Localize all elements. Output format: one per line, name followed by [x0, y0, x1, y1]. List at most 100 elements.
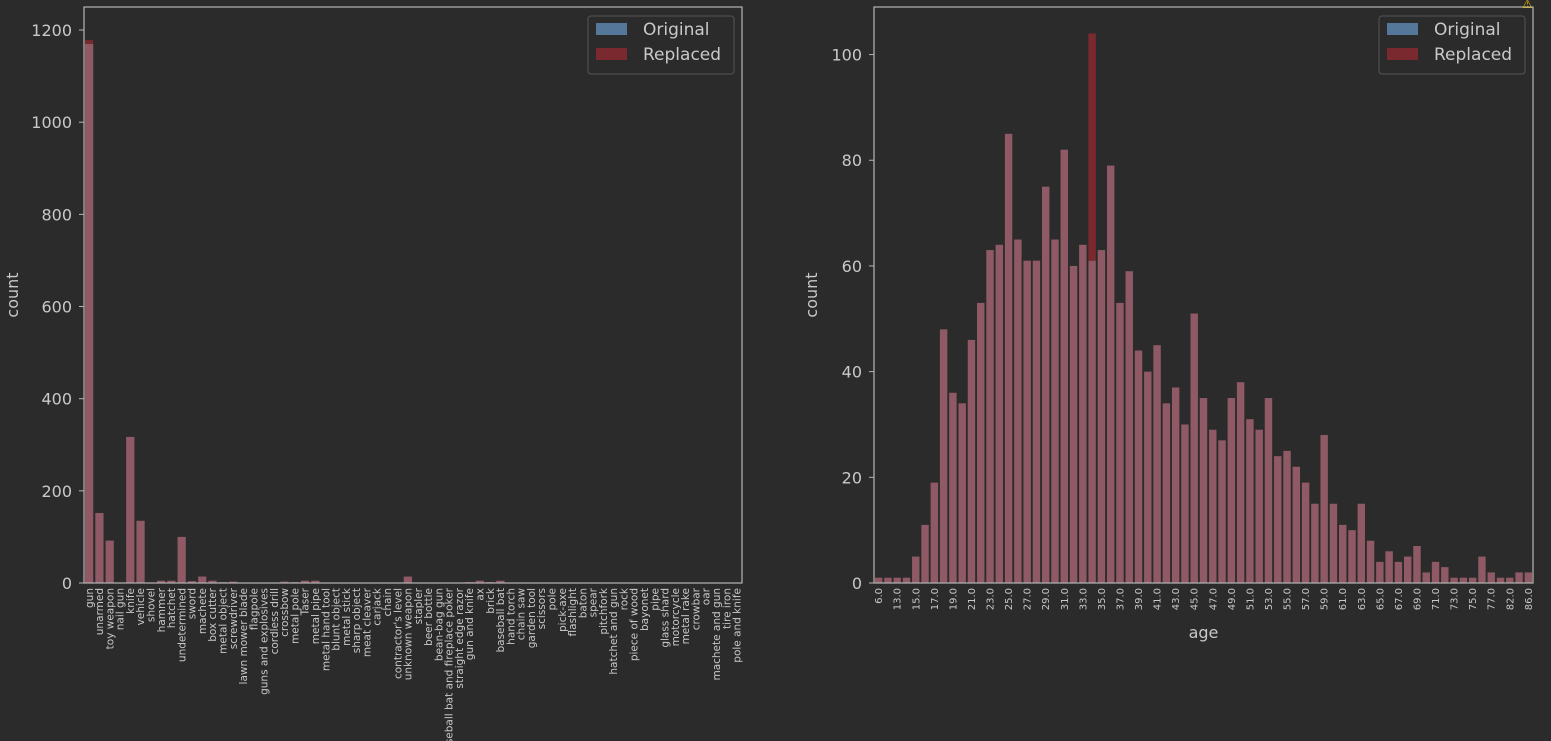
x-tick-label: 77.0 — [1487, 588, 1498, 610]
bar — [884, 577, 892, 583]
bar — [198, 576, 207, 583]
x-tick-label: pole and knife — [732, 588, 744, 663]
warning-triangle-icon[interactable]: ⚠ — [1522, 0, 1533, 11]
bar — [85, 43, 94, 583]
bar — [1283, 450, 1291, 583]
x-tick-label: beer bottle — [423, 588, 435, 646]
x-tick-label: 29.0 — [1041, 588, 1052, 610]
x-tick-label: straight edge razor — [454, 587, 466, 688]
bar — [1292, 466, 1301, 583]
legend-label: Replaced — [1434, 45, 1512, 65]
x-tick-label: 19.0 — [948, 588, 959, 610]
bar — [1023, 260, 1031, 583]
bar — [1394, 561, 1403, 583]
x-tick-label: 13.0 — [893, 588, 904, 610]
x-tick-label: blunt object — [331, 588, 343, 651]
bar — [921, 524, 929, 583]
x-tick-label: baseball bat — [495, 588, 507, 653]
bar — [1060, 149, 1068, 583]
x-tick-label: metal hand tool — [320, 588, 332, 671]
x-tick-label: sharp object — [351, 588, 363, 653]
legend-label: Original — [1434, 20, 1501, 40]
bar — [995, 244, 1004, 584]
x-tick-label: metal stick — [341, 587, 353, 646]
x-tick-label: stapler — [413, 587, 425, 624]
bar — [1431, 561, 1440, 583]
axes-frame — [873, 6, 1534, 584]
x-tick-label: machete — [197, 588, 209, 634]
bar — [177, 536, 186, 583]
bar — [1515, 572, 1523, 583]
bar — [874, 577, 883, 583]
bar — [1255, 429, 1263, 583]
bar — [1329, 503, 1338, 583]
bar — [1357, 503, 1366, 583]
y-axis-label: count — [802, 272, 821, 317]
bar — [902, 577, 911, 583]
x-tick-label: 15.0 — [911, 588, 922, 610]
x-tick-label: rock — [618, 587, 630, 610]
y-tick-label: 20 — [842, 468, 862, 487]
x-tick-label: crowbar — [690, 587, 702, 630]
bar — [1134, 350, 1143, 583]
bar — [1106, 165, 1115, 583]
x-tick-label: 33.0 — [1078, 588, 1089, 610]
x-tick-label: hammer — [156, 587, 168, 632]
x-tick-label: hatchet and gun — [608, 588, 620, 675]
x-tick-label: oar — [701, 587, 713, 605]
x-tick-label: 67.0 — [1394, 588, 1405, 610]
x-tick-label: nail gun — [115, 588, 127, 630]
bar — [1348, 530, 1356, 583]
x-tick-label: contractor's level — [392, 588, 404, 679]
x-tick-label: tire iron — [721, 588, 733, 629]
bar — [1524, 572, 1533, 583]
bar — [967, 339, 976, 583]
bar — [1376, 561, 1384, 583]
y-tick-label: 80 — [842, 151, 862, 170]
axes-frame — [83, 6, 743, 584]
x-tick-label: chain — [382, 588, 394, 616]
bar — [1051, 239, 1059, 583]
x-tick-label: 65.0 — [1375, 588, 1386, 610]
x-tick-label: hatchet — [166, 588, 178, 628]
y-tick-label: 40 — [842, 363, 862, 382]
y-tick-label: 600 — [41, 298, 72, 317]
bar — [156, 580, 166, 583]
y-tick-label: 0 — [62, 574, 72, 593]
bar — [1171, 387, 1180, 583]
bar — [930, 482, 939, 583]
bar — [187, 581, 197, 583]
x-tick-label: meat cleaver — [361, 587, 373, 657]
bar — [475, 580, 484, 583]
x-tick-label: guns and explosives — [259, 588, 271, 695]
bar — [208, 580, 217, 583]
bar — [280, 581, 289, 583]
bar — [1004, 133, 1013, 583]
bar — [105, 540, 114, 583]
bar — [167, 580, 176, 583]
bar — [1339, 524, 1347, 583]
bar — [1209, 429, 1217, 583]
x-tick-label: pole — [546, 588, 558, 610]
bar — [1144, 371, 1152, 583]
bar — [1264, 398, 1273, 583]
x-tick-label: machete and gun — [711, 588, 723, 681]
y-tick-label: 100 — [831, 46, 862, 65]
legend-swatch — [1387, 48, 1418, 60]
x-tick-label: 21.0 — [967, 588, 978, 610]
y-tick-label: 800 — [41, 205, 72, 224]
x-tick-label: glass shard — [660, 588, 672, 648]
x-tick-label: gun — [84, 588, 96, 608]
x-tick-label: 25.0 — [1004, 588, 1015, 610]
x-tick-label: unarmed — [94, 588, 106, 635]
x-tick-label: lawn mower blade — [238, 588, 250, 684]
x-tick-label: metal rake — [680, 588, 692, 644]
bar — [1468, 577, 1477, 583]
x-tick-label: 31.0 — [1060, 588, 1071, 610]
x-tick-label: 41.0 — [1153, 588, 1164, 610]
x-tick-label: 63.0 — [1357, 588, 1368, 610]
x-tick-label: metal object — [217, 588, 229, 654]
x-tick-label: cordless drill — [269, 588, 281, 654]
bar — [1496, 577, 1505, 583]
